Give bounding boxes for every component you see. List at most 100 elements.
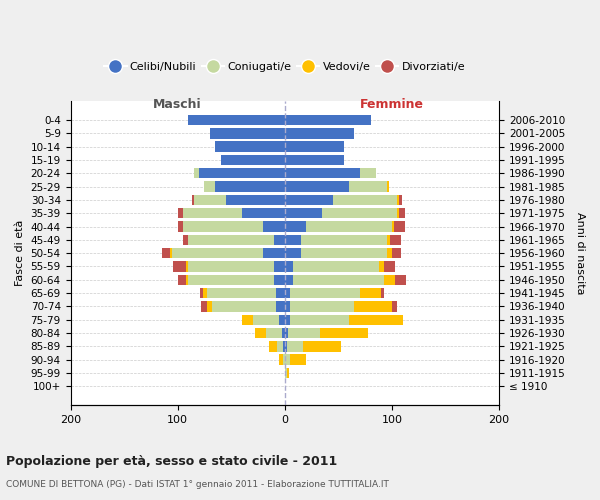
Bar — [397, 194, 400, 205]
Bar — [161, 248, 170, 258]
Bar — [301, 248, 386, 258]
Bar — [221, 155, 285, 165]
Bar — [183, 234, 188, 245]
Bar — [285, 368, 287, 378]
Bar — [170, 248, 172, 258]
Bar — [288, 328, 320, 338]
Bar — [173, 262, 186, 272]
Legend: Celibi/Nubili, Coniugati/e, Vedovi/e, Divorziati/e: Celibi/Nubili, Coniugati/e, Vedovi/e, Di… — [100, 58, 470, 77]
Bar — [178, 208, 183, 218]
Bar — [290, 288, 360, 298]
Bar — [322, 208, 397, 218]
Bar — [205, 182, 215, 192]
Bar — [206, 301, 212, 312]
Bar — [392, 301, 397, 312]
Bar — [285, 301, 290, 312]
Bar — [392, 248, 401, 258]
Text: Femmine: Femmine — [360, 98, 424, 110]
Text: Maschi: Maschi — [154, 98, 202, 110]
Bar — [285, 262, 293, 272]
Bar — [386, 248, 392, 258]
Bar — [226, 194, 285, 205]
Bar — [293, 274, 385, 285]
Bar — [290, 314, 349, 325]
Bar — [293, 262, 379, 272]
Bar — [178, 222, 183, 232]
Bar — [276, 288, 285, 298]
Bar — [242, 314, 253, 325]
Bar — [186, 262, 188, 272]
Bar — [285, 194, 333, 205]
Bar — [194, 168, 199, 178]
Bar — [390, 234, 401, 245]
Bar — [349, 182, 386, 192]
Bar — [397, 208, 400, 218]
Y-axis label: Anni di nascita: Anni di nascita — [575, 212, 585, 294]
Bar — [395, 274, 406, 285]
Bar — [306, 222, 392, 232]
Bar — [201, 301, 206, 312]
Bar — [360, 168, 376, 178]
Bar — [394, 222, 405, 232]
Bar — [285, 274, 293, 285]
Bar — [285, 234, 301, 245]
Bar — [379, 262, 385, 272]
Bar — [212, 301, 276, 312]
Bar — [280, 314, 285, 325]
Bar — [172, 248, 263, 258]
Bar — [400, 208, 405, 218]
Bar — [215, 142, 285, 152]
Bar — [285, 354, 290, 365]
Bar — [285, 208, 322, 218]
Bar — [283, 341, 285, 351]
Bar — [285, 288, 290, 298]
Bar — [349, 314, 403, 325]
Bar — [255, 328, 266, 338]
Bar — [385, 274, 395, 285]
Bar — [276, 301, 285, 312]
Bar — [392, 222, 394, 232]
Bar — [285, 182, 349, 192]
Bar — [386, 234, 390, 245]
Bar — [183, 222, 263, 232]
Bar — [285, 155, 344, 165]
Bar — [186, 274, 188, 285]
Bar — [285, 328, 288, 338]
Bar — [188, 234, 274, 245]
Bar — [274, 234, 285, 245]
Bar — [287, 341, 303, 351]
Bar — [200, 288, 203, 298]
Y-axis label: Fasce di età: Fasce di età — [15, 220, 25, 286]
Bar — [199, 168, 285, 178]
Bar — [320, 328, 368, 338]
Bar — [333, 194, 397, 205]
Bar — [210, 128, 285, 138]
Bar — [285, 142, 344, 152]
Bar — [269, 341, 277, 351]
Bar — [285, 314, 290, 325]
Bar — [188, 262, 274, 272]
Bar — [215, 182, 285, 192]
Bar — [188, 115, 285, 126]
Bar — [285, 115, 371, 126]
Bar — [206, 288, 276, 298]
Bar — [385, 262, 395, 272]
Bar — [194, 194, 226, 205]
Bar — [253, 314, 280, 325]
Bar — [183, 208, 242, 218]
Bar — [303, 341, 341, 351]
Bar — [191, 194, 194, 205]
Bar — [188, 274, 274, 285]
Bar — [277, 341, 283, 351]
Bar — [285, 222, 306, 232]
Bar — [281, 328, 285, 338]
Bar — [381, 288, 385, 298]
Bar — [280, 354, 283, 365]
Bar — [290, 301, 355, 312]
Bar — [274, 262, 285, 272]
Bar — [242, 208, 285, 218]
Bar — [274, 274, 285, 285]
Bar — [178, 274, 186, 285]
Bar — [263, 222, 285, 232]
Bar — [263, 248, 285, 258]
